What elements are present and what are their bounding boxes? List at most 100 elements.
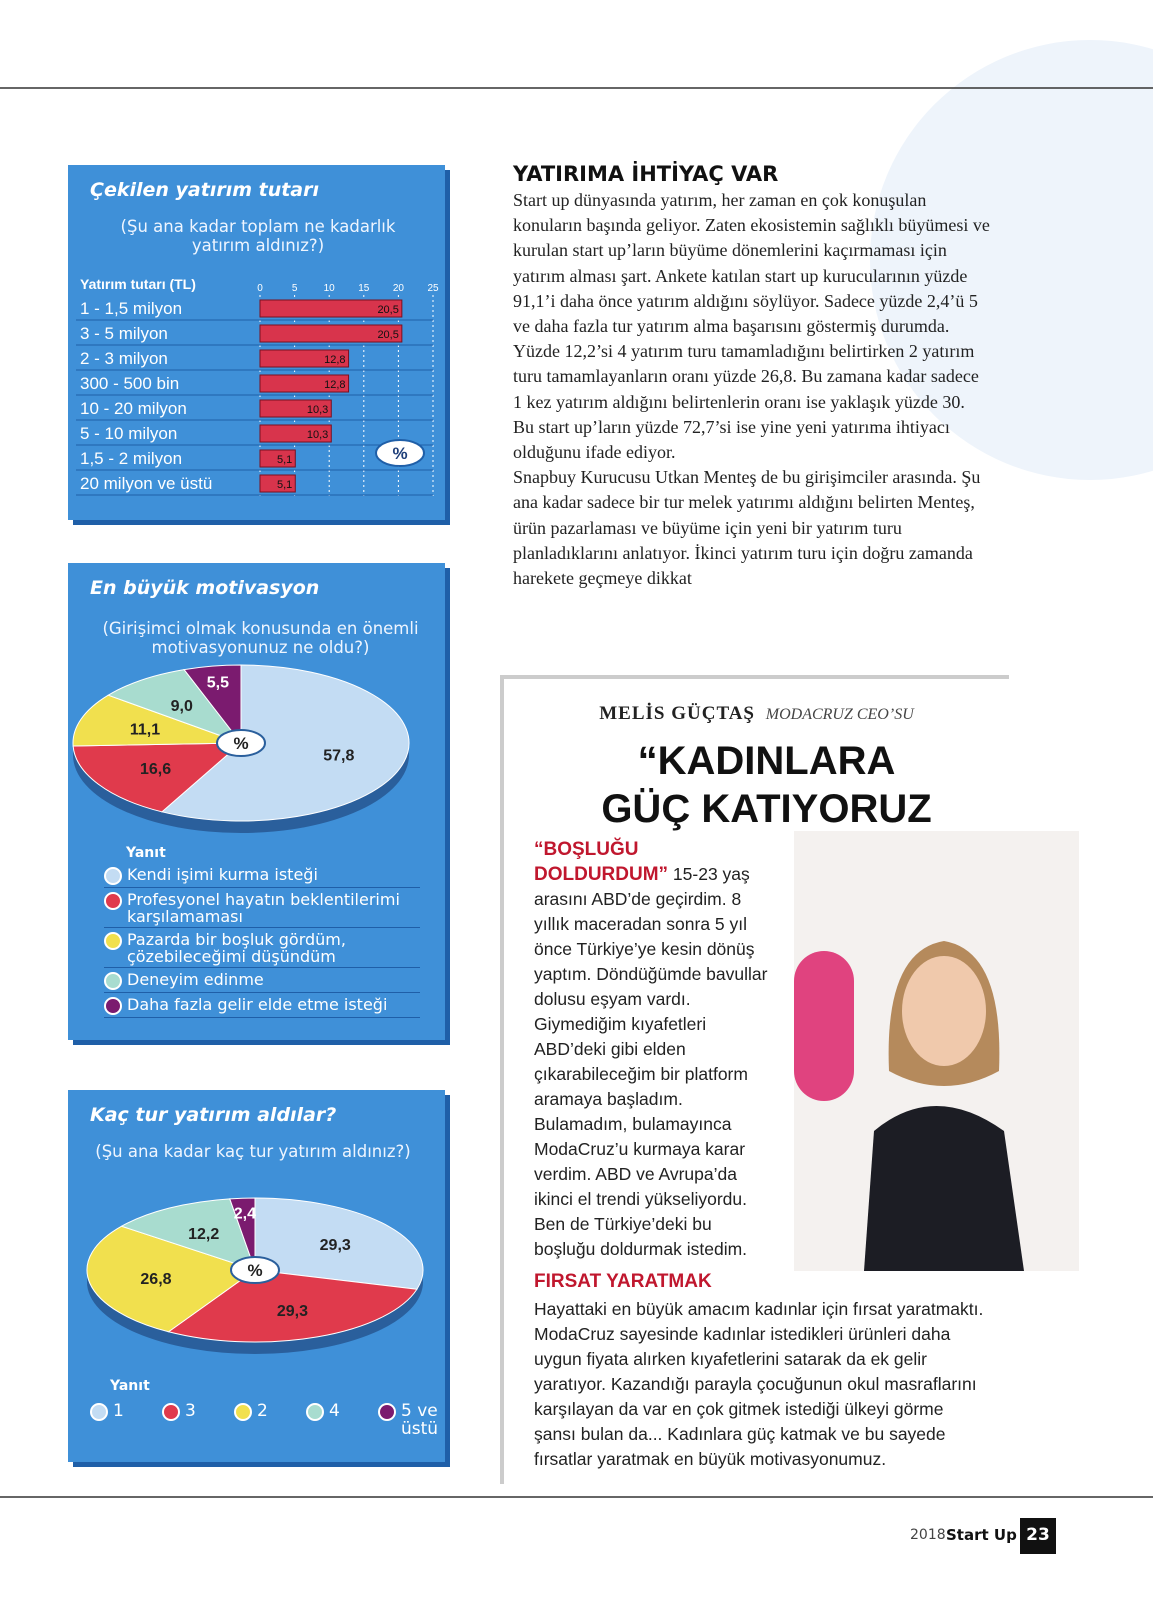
value-label: 11,1 — [130, 722, 160, 739]
pie-slice — [254, 1197, 424, 1290]
chart-subtitle: (Şu ana kadar kaç tur yatırım aldınız?) — [95, 1142, 411, 1161]
article-heading: YATIRIMA İHTİYAÇ VAR — [513, 162, 779, 186]
legend-item: 2 — [234, 1402, 284, 1421]
x-tick-label: 10 — [324, 283, 336, 294]
legend-label: 4 — [329, 1401, 340, 1421]
chart-title: Çekilen yatırım tutarı — [90, 179, 320, 201]
legend-swatch — [104, 932, 122, 950]
pie-slice — [107, 669, 243, 745]
chart-plot: Yatırım tutarı (TL) 0 5 10 15 20 25 1 - 1,5 mil… — [76, 276, 439, 496]
value-label: 12,2 — [188, 1226, 219, 1243]
pie-chart-panel: Kaç tur yatırım aldılar? (Şu ana kadar k… — [68, 1090, 445, 1462]
value-label: 26,8 — [140, 1271, 171, 1288]
bar — [259, 324, 403, 343]
pie-slice — [183, 664, 242, 745]
value-label: 20,5 — [377, 329, 398, 341]
legend-label: 2 — [257, 1401, 268, 1421]
bar — [259, 474, 296, 493]
category-label: 1,5 - 2 milyon — [80, 449, 182, 468]
legend-item: 3 — [162, 1402, 212, 1421]
legend-title: Yanıt — [110, 1378, 150, 1394]
sidebar-lead: “BOŞLUĞU DOLDURDUM” — [534, 839, 669, 885]
bar — [259, 399, 332, 418]
bar — [259, 299, 403, 318]
legend-item: 5 ve üstü — [378, 1402, 438, 1438]
value-label: 16,6 — [140, 761, 171, 778]
value-label: 29,3 — [320, 1237, 351, 1254]
category-label: 2 - 3 milyon — [80, 349, 168, 368]
category-label: 5 - 10 milyon — [80, 424, 177, 443]
unit-badge — [230, 1256, 280, 1284]
pie-slice — [72, 694, 242, 747]
chart-subtitle: (Girişimci olmak konusunda en önemli mot… — [102, 619, 419, 657]
legend-swatch — [104, 997, 122, 1015]
legend-swatch — [234, 1403, 252, 1421]
legend-swatch — [104, 867, 122, 885]
unit-label: % — [392, 444, 407, 463]
pie-slice — [120, 1198, 256, 1271]
legend: Kendi işimi kurma isteği Profesyonel haya… — [104, 863, 420, 1018]
legend-swatch — [378, 1403, 396, 1421]
value-label: 9,0 — [171, 698, 193, 715]
legend-label: Kendi işimi kurma isteği — [127, 865, 318, 884]
chart-subtitle: (Şu ana kadar toplam ne kadarlık yatırım… — [120, 217, 396, 255]
category-label: 10 - 20 milyon — [80, 399, 187, 418]
pie-slice — [229, 1197, 256, 1271]
article: YATIRIMA İHTİYAÇ VAR Start up dünyasında… — [513, 160, 991, 591]
legend-label: 5 ve üstü — [401, 1401, 439, 1439]
pie-slice — [86, 1225, 257, 1333]
value-label: 5,1 — [277, 454, 292, 466]
legend-item: Profesyonel hayatın beklentilerimi karşı… — [104, 888, 420, 928]
sidebar: MELİS GÜÇTAŞ MODACRUZ CEO’SU “KADINLARA … — [500, 675, 1079, 1484]
x-tick-label: 0 — [257, 283, 263, 294]
sidebar-text: 15-23 yaş arasını ABD’de geçirdim. 8 yıl… — [534, 864, 768, 1259]
sidebar-headline: “KADINLARA GÜÇ KATIYORUZ — [601, 739, 932, 831]
legend-swatch — [306, 1403, 324, 1421]
footer-year: 2018 — [910, 1527, 946, 1543]
page-number: 23 — [1026, 1525, 1050, 1545]
category-label: 300 - 500 bin — [80, 374, 179, 393]
article-paragraph: Bu start up’ların yüzde 72,7’si ise yine… — [513, 416, 950, 463]
bar — [259, 374, 350, 393]
legend-label: 1 — [113, 1401, 124, 1421]
legend-item: Deneyim edinme — [104, 968, 420, 993]
bar — [259, 349, 350, 368]
background-shape — [870, 40, 1153, 480]
photo-decor — [794, 951, 854, 1101]
legend-item: 1 — [90, 1402, 140, 1421]
legend-label: Pazarda bir boşluk gördüm, çözebileceğim… — [127, 930, 346, 966]
x-tick-label: 25 — [427, 283, 439, 294]
chart-title: Kaç tur yatırım aldılar? — [90, 1104, 337, 1126]
legend-label: 3 — [185, 1401, 196, 1421]
x-tick-label: 5 — [292, 283, 298, 294]
x-tick-label: 15 — [358, 283, 370, 294]
unit-label: % — [247, 1261, 262, 1280]
value-label: 5,1 — [277, 479, 292, 491]
photo-figure — [864, 1106, 1024, 1271]
sidebar-body: “BOŞLUĞU DOLDURDUM” 15-23 yaş arasını AB… — [534, 837, 769, 1262]
bar-chart-panel: Çekilen yatırım tutarı (Şu ana kadar top… — [68, 165, 445, 520]
bar — [259, 424, 332, 443]
value-label: 20,5 — [377, 304, 398, 316]
value-label: 5,5 — [207, 675, 229, 692]
value-label: 57,8 — [323, 747, 354, 764]
value-label: 2,4 — [234, 1206, 256, 1223]
article-paragraph: Start up dünyasında yatırım, her zaman e… — [513, 190, 990, 412]
legend-title: Yanıt — [126, 845, 166, 861]
category-label: 1 - 1,5 milyon — [80, 299, 182, 318]
portrait-photo — [794, 831, 1079, 1271]
bar — [259, 449, 296, 468]
pie-slice — [72, 742, 243, 813]
person-role: MODACRUZ CEO’SU — [765, 706, 914, 723]
legend-swatch — [104, 892, 122, 910]
person-name: MELİS GÜÇTAŞ — [599, 703, 755, 724]
legend-swatch — [162, 1403, 180, 1421]
legend-swatch — [90, 1403, 108, 1421]
chart-plot: 57,8 16,6 11,1 9,0 5,5% — [72, 664, 410, 833]
sidebar-byline: MELİS GÜÇTAŞ MODACRUZ CEO’SU — [504, 703, 1009, 725]
chart-plot: 29,3 29,3 26,8 12,2 2,4% — [86, 1197, 424, 1354]
legend-label: Deneyim edinme — [127, 970, 264, 989]
category-label: 20 milyon ve üstü — [80, 474, 212, 493]
